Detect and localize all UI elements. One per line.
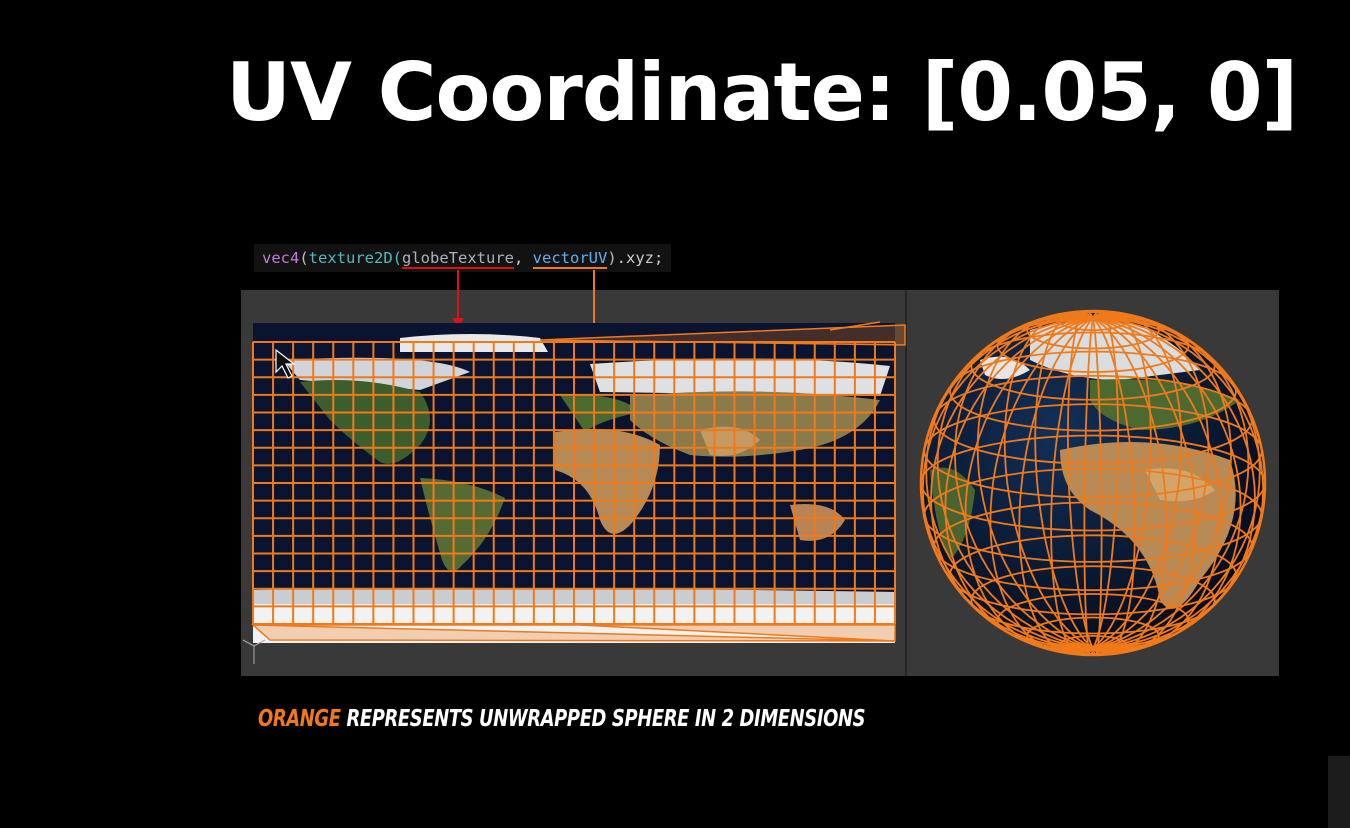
code-suffix: .xyz;: [616, 249, 664, 267]
caption-accent: ORANGE: [258, 706, 341, 732]
corner-tab: [1328, 756, 1350, 828]
page-title: UV Coordinate: [0.05, 0]: [226, 46, 1298, 139]
code-comma: ,: [513, 249, 533, 267]
code-call: texture2D(: [308, 249, 402, 267]
code-close: ): [607, 249, 617, 267]
code-snippet: vec4(texture2D(globeTexture, vectorUV).x…: [254, 244, 672, 272]
code-open: (: [299, 249, 309, 267]
viewport-divider: [905, 290, 907, 676]
caption: ORANGE REPRESENTS UNWRAPPED SPHERE IN 2 …: [258, 706, 866, 732]
code-fn: vec4: [262, 249, 300, 267]
mouse-cursor-icon: [275, 348, 296, 379]
code-arg-texture: globeTexture: [402, 249, 514, 269]
code-arg-uv: vectorUV: [532, 249, 608, 269]
axis-gizmo-icon: [242, 639, 266, 664]
caption-text: REPRESENTS UNWRAPPED SPHERE IN 2 DIMENSI…: [340, 706, 866, 732]
uv-globe: [919, 309, 1267, 657]
uv-map: [250, 321, 906, 643]
arrow-texture: [452, 270, 464, 328]
